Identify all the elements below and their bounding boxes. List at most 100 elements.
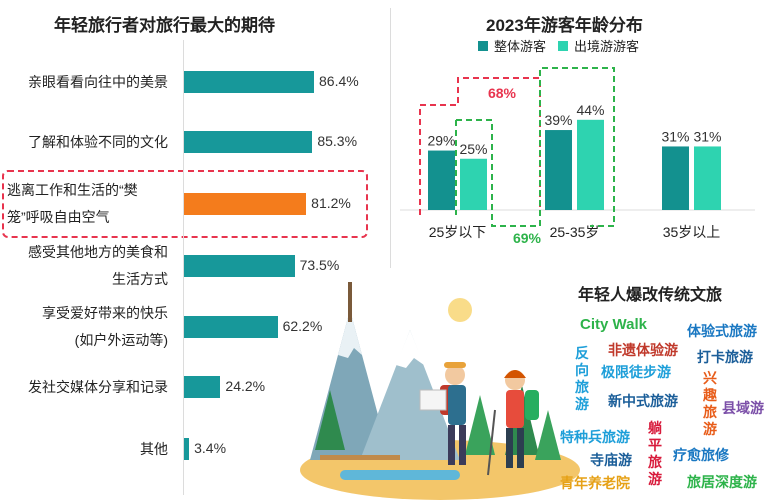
tree-1 bbox=[315, 390, 345, 450]
hiker2-hair bbox=[504, 370, 526, 378]
hbar-bar bbox=[184, 131, 313, 153]
annotation-69: 69% bbox=[513, 230, 542, 246]
age-category-label: 35岁以上 bbox=[663, 224, 721, 240]
hiker2-backpack bbox=[525, 390, 539, 420]
legend-swatch-outbound bbox=[558, 40, 569, 51]
trekking-pole bbox=[487, 409, 496, 476]
age-bar bbox=[428, 150, 455, 210]
culture-tag: 县域游 bbox=[722, 400, 764, 416]
age-bar-value-label: 29% bbox=[427, 133, 455, 149]
legend-label-overall: 整体游客 bbox=[494, 39, 547, 54]
highlight-box bbox=[2, 170, 368, 238]
hbar-value-label: 24.2% bbox=[225, 378, 266, 394]
hbar-bar bbox=[184, 316, 278, 338]
culture-vertical-tag: 躺平旅游 bbox=[648, 420, 662, 487]
age-bar-value-label: 44% bbox=[576, 102, 604, 118]
culture-tag: 新中式旅游 bbox=[608, 393, 678, 409]
hiker1-leg-left bbox=[448, 425, 455, 465]
hbar-category-label: 享受爱好带来的快乐 (如户外运动等) bbox=[42, 300, 168, 354]
hbar-bar bbox=[184, 193, 307, 215]
mountain-right bbox=[360, 330, 460, 460]
hbar-category-label: 亲眼看看向往中的美景 bbox=[28, 69, 168, 96]
hbar-category-label: 其他 bbox=[140, 436, 168, 463]
hiker1-hat bbox=[444, 362, 466, 368]
hiker2-body bbox=[506, 390, 524, 428]
mountain-left-snow bbox=[338, 310, 362, 358]
hbar-category-line: 感受其他地方的美食和 bbox=[28, 244, 168, 260]
hbar-value-label: 62.2% bbox=[282, 318, 323, 334]
hbar-bar bbox=[184, 255, 295, 277]
age-bar bbox=[662, 146, 689, 210]
culture-tag: 打卡旅游 bbox=[697, 349, 753, 365]
hbar-category-label: 发社交媒体分享和记录 bbox=[28, 374, 168, 401]
fence bbox=[320, 455, 400, 460]
age-bar-chart: 29%25% 25岁以下 39%44% 25-35岁 31% 31% 35岁以上 68% 69% bbox=[400, 67, 755, 246]
age-category-label: 25-35岁 bbox=[550, 224, 600, 240]
hbar-category-label: 感受其他地方的美食和生活方式 bbox=[28, 239, 168, 293]
hbar-value-label: 3.4% bbox=[194, 440, 227, 456]
hiker1-leg-right bbox=[459, 425, 466, 465]
hiker1-body bbox=[448, 385, 466, 425]
hbar-category-line: 逃离工作和生活的“樊 bbox=[7, 182, 138, 198]
culture-tag: 体验式旅游 bbox=[687, 323, 757, 339]
age-bar bbox=[460, 158, 487, 210]
culture-tag: 寺庙游 bbox=[590, 452, 632, 468]
age-bar-value-label: 25% bbox=[459, 141, 487, 157]
culture-tag: 疗愈旅修 bbox=[673, 447, 729, 463]
culture-vertical-tag: 兴趣旅游 bbox=[703, 370, 717, 437]
hbar-chart: 亲眼看看向往中的美景 86.4% 了解和体验不同的文化 85.3% 逃离工作和生活的“樊… bbox=[2, 69, 368, 463]
hbar-category-line: 亲眼看看向往中的美景 bbox=[28, 73, 168, 90]
hiker2-leg-left bbox=[506, 428, 513, 468]
left-chart-title: 年轻旅行者对旅行最大的期待 bbox=[54, 16, 275, 35]
sun bbox=[448, 298, 472, 322]
legend-label-outbound: 出境游游客 bbox=[574, 39, 640, 54]
hiker1-head bbox=[445, 365, 465, 385]
hbar-category-label: 逃离工作和生活的“樊 笼”呼吸自由空气 bbox=[7, 177, 138, 231]
tree-2 bbox=[465, 395, 495, 455]
age-bar bbox=[577, 119, 604, 210]
hbar-category-line: 其他 bbox=[140, 440, 168, 457]
age-bar-value-label: 31% bbox=[693, 128, 721, 144]
tree-4 bbox=[535, 410, 561, 460]
culture-tag: 青年养老院 bbox=[560, 475, 630, 491]
culture-tag: 旅居深度游 bbox=[687, 474, 757, 490]
hbar-value-label: 81.2% bbox=[311, 195, 351, 211]
age-bar bbox=[545, 130, 572, 210]
age-bar-value-label: 31% bbox=[661, 128, 689, 144]
age-bar bbox=[694, 146, 721, 210]
annotation-bracket-68 bbox=[419, 77, 541, 215]
culture-vertical-tag: 反向旅游 bbox=[575, 345, 589, 412]
hbar-value-label: 73.5% bbox=[299, 257, 340, 273]
culture-title: 年轻人爆改传统文旅 bbox=[578, 287, 723, 304]
legend: 整体游客 出境游游客 bbox=[478, 36, 639, 55]
hbar-category-line: (如户外运动等) bbox=[74, 332, 168, 348]
hbar-bar bbox=[184, 71, 314, 93]
hikers-illustration bbox=[300, 282, 580, 500]
hbar-category-label: 了解和体验不同的文化 bbox=[28, 129, 168, 156]
culture-tag: City Walk bbox=[580, 316, 647, 333]
pole bbox=[348, 282, 352, 322]
panel-divider bbox=[390, 8, 391, 268]
hbar-value-label: 85.3% bbox=[317, 133, 358, 149]
mountain-right-snow bbox=[396, 330, 424, 368]
hbar-category-line: 了解和体验不同的文化 bbox=[28, 133, 168, 150]
hbar-category-line: 发社交媒体分享和记录 bbox=[28, 378, 168, 395]
hbar-category-line: 笼”呼吸自由空气 bbox=[7, 209, 110, 225]
culture-tag: 非遗体验游 bbox=[608, 342, 678, 358]
river bbox=[340, 470, 460, 480]
annotation-bracket-69 bbox=[456, 67, 615, 227]
culture-tag: 极限徒步游 bbox=[601, 364, 671, 380]
hiker2-leg-right bbox=[517, 428, 524, 468]
annotation-68: 68% bbox=[488, 85, 517, 101]
right-chart-title: 2023年游客年龄分布 bbox=[486, 16, 643, 35]
hbar-category-line: 生活方式 bbox=[112, 271, 168, 287]
hbar-axis-line bbox=[183, 40, 184, 495]
culture-tag: 特种兵旅游 bbox=[560, 429, 630, 445]
hbar-bar bbox=[184, 438, 190, 460]
hbar-category-line: 享受爱好带来的快乐 bbox=[42, 305, 168, 321]
age-category-label: 25岁以下 bbox=[429, 224, 487, 240]
legend-swatch-overall bbox=[478, 40, 488, 51]
map-sheet bbox=[419, 389, 447, 411]
hbar-bar bbox=[184, 376, 221, 398]
